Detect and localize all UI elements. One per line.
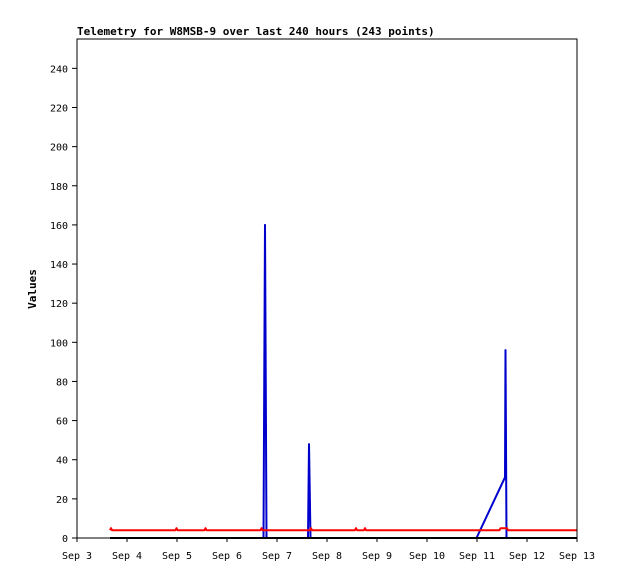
x-tick-label: Sep 7 [262,551,292,562]
x-tick-label: Sep 12 [509,551,545,562]
x-tick-label: Sep 4 [112,551,142,562]
y-tick-label: 0 [62,534,68,545]
y-tick-label: 160 [50,221,68,232]
series-line-2 [109,527,577,532]
chart-title: Telemetry for W8MSB-9 over last 240 hour… [77,25,435,38]
y-tick-label: 40 [56,456,68,467]
y-tick-label: 200 [50,143,68,154]
x-tick-label: Sep 10 [409,551,445,562]
x-tick-label: Sep 3 [62,551,92,562]
x-tick-label: Sep 6 [212,551,242,562]
y-tick-label: 60 [56,417,68,428]
y-tick-label: 120 [50,299,68,310]
x-tick-label: Sep 9 [362,551,392,562]
y-tick-label: 180 [50,182,68,193]
x-tick-label: Sep 11 [459,551,495,562]
x-tick-label: Sep 5 [162,551,192,562]
y-tick-label: 240 [50,64,68,75]
x-tick-label: Sep 8 [312,551,342,562]
y-axis: 0 20 40 60 80 100 120 140 160 180 200 220 240 [50,64,77,545]
y-tick-label: 100 [50,338,68,349]
x-tick-label: Sep 13 [559,551,595,562]
y-tick-label: 220 [50,103,68,114]
x-axis: Sep 3 Sep 4 Sep 5 Sep 6 Sep 7 Sep 8 Sep 9 Sep 1… [62,538,595,562]
y-axis-label: Values [26,269,39,309]
y-tick-label: 80 [56,377,68,388]
y-tick-label: 20 [56,495,68,506]
series-line-1 [110,223,577,539]
y-tick-label: 140 [50,260,68,271]
